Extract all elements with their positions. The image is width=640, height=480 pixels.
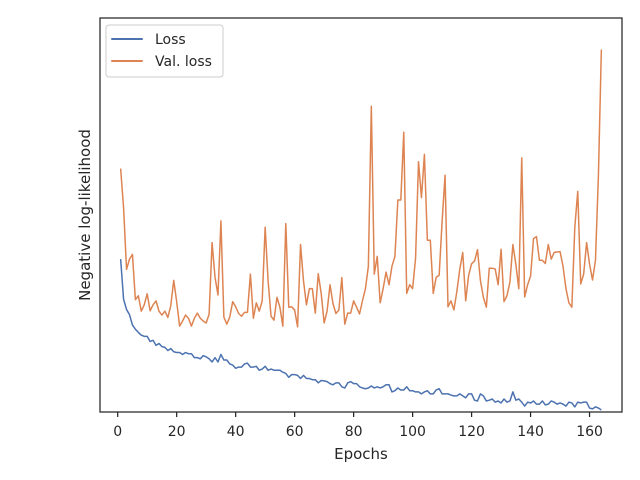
series-line-val-loss bbox=[119, 49, 603, 328]
x-tick-label: 160 bbox=[576, 424, 603, 440]
legend: Loss Val. loss bbox=[105, 24, 224, 78]
x-axis-title: Epochs bbox=[334, 445, 388, 463]
x-tick-label: 20 bbox=[168, 424, 186, 440]
legend-label-val-loss: Val. loss bbox=[155, 54, 212, 70]
series-line-loss bbox=[119, 259, 602, 411]
x-tick-label: 0 bbox=[113, 424, 122, 440]
plot-area bbox=[99, 17, 623, 413]
x-axis: 0 20 40 60 80 100 120 140 160 bbox=[113, 412, 603, 440]
x-tick-label: 80 bbox=[345, 424, 363, 440]
legend-label-loss: Loss bbox=[155, 32, 186, 48]
x-tick-label: 100 bbox=[399, 424, 426, 440]
x-tick-label: 140 bbox=[517, 424, 544, 440]
x-tick-label: 60 bbox=[286, 424, 304, 440]
y-axis-title: Negative log-likelihood bbox=[76, 129, 94, 301]
series-layer bbox=[119, 49, 603, 411]
x-tick-label: 120 bbox=[458, 424, 485, 440]
x-tick-label: 40 bbox=[227, 424, 245, 440]
